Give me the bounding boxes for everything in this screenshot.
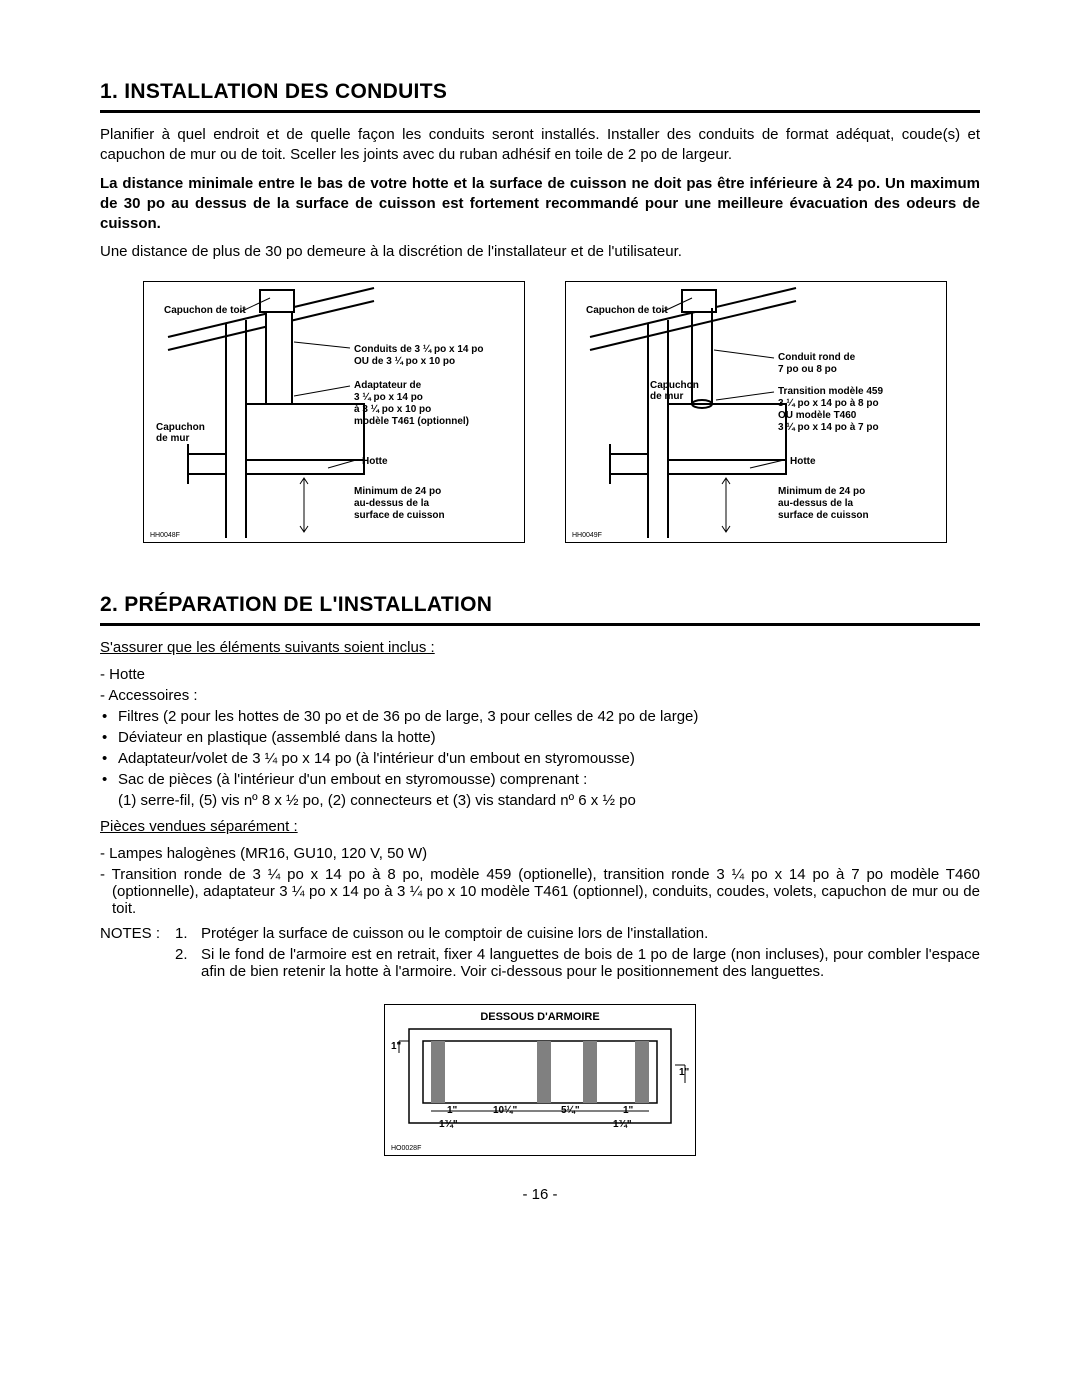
label-wallcap2: de mur — [156, 433, 189, 445]
label-wallcap2-r: de mur — [650, 391, 683, 403]
dim-10: 10¼" — [493, 1105, 517, 1117]
label-trans2: 3 ¼ po x 14 po à 8 po — [778, 398, 879, 410]
label-duct1-r: Conduit rond de — [778, 352, 855, 364]
label-hood-r: Hotte — [790, 456, 816, 468]
note2-num: 2. — [175, 946, 201, 980]
label-trans4: 3 ¼ po x 14 po à 7 po — [778, 422, 879, 434]
diagram-left-svg — [144, 282, 524, 542]
label-min2: au-dessus de la — [354, 498, 429, 510]
code-left: HH0048F — [150, 532, 180, 539]
label-duct2-r: 7 po ou 8 po — [778, 364, 837, 376]
label-wallcap1: Capuchon — [156, 422, 205, 434]
label-min2-r: au-dessus de la — [778, 498, 853, 510]
dim-1c: 1" — [447, 1105, 457, 1117]
label-adapt2: 3 ¼ po x 14 po — [354, 392, 423, 404]
label-adapt3: à 3 ¼ po x 10 po — [354, 404, 431, 416]
section-2-heading: 2. PRÉPARATION DE L'INSTALLATION — [100, 593, 980, 617]
section1-p3: Une distance de plus de 30 po demeure à … — [100, 242, 980, 262]
section1-p2: La distance minimale entre le bas de vot… — [100, 174, 980, 235]
label-roofcap-r: Capuchon de toit — [586, 305, 668, 317]
dim-5: 5¼" — [561, 1105, 580, 1117]
dim-1a: 1" — [391, 1041, 401, 1053]
label-hood: Hotte — [362, 456, 388, 468]
section-1-heading: 1. INSTALLATION DES CONDUITS — [100, 80, 980, 104]
page-number: - 16 - — [100, 1186, 980, 1203]
bullet-3: Adaptateur/volet de 3 ¼ po x 14 po (à l'… — [100, 750, 980, 767]
sep-2: Transition ronde de 3 ¼ po x 14 po à 8 p… — [100, 866, 980, 917]
diagram-right-svg — [566, 282, 946, 542]
label-trans3: OU modèle T460 — [778, 410, 856, 422]
note2-text: Si le fond de l'armoire est en retrait, … — [201, 946, 980, 980]
label-min1: Minimum de 24 po — [354, 486, 441, 498]
label-min3: surface de cuisson — [354, 510, 445, 522]
dim-134b: 1¾" — [613, 1119, 632, 1131]
item-acc: Accessoires : — [100, 687, 980, 704]
label-adapt1: Adaptateur de — [354, 380, 421, 392]
notes-label: NOTES : — [100, 925, 175, 942]
label-adapt4: modèle T461 (optionnel) — [354, 416, 469, 428]
cabinet-code: HO0028F — [391, 1145, 421, 1152]
diagram-right: Capuchon de toit Capuchon de mur Conduit… — [565, 281, 947, 543]
intro-line: S'assurer que les éléments suivants soie… — [100, 638, 980, 658]
dim-1b: 1" — [679, 1067, 689, 1079]
note1-num: 1. — [175, 925, 201, 942]
code-right: HH0049F — [572, 532, 602, 539]
dim-134a: 1¾" — [439, 1119, 458, 1131]
sep-1: Lampes halogènes (MR16, GU10, 120 V, 50 … — [100, 845, 980, 862]
divider-2 — [100, 623, 980, 626]
label-min3-r: surface de cuisson — [778, 510, 869, 522]
bullet-4b: (1) serre-fil, (5) vis nº 8 x ½ po, (2) … — [100, 792, 980, 809]
label-duct1: Conduits de 3 ¼ po x 14 po — [354, 344, 483, 356]
note1-text: Protéger la surface de cuisson ou le com… — [201, 925, 980, 942]
bullet-4: Sac de pièces (à l'intérieur d'un embout… — [100, 771, 980, 788]
cabinet-diagram: DESSOUS D'ARMOIRE — [384, 1004, 696, 1156]
label-duct2: OU de 3 ¼ po x 10 po — [354, 356, 455, 368]
item-hotte: Hotte — [100, 666, 980, 683]
section1-p1: Planifier à quel endroit et de quelle fa… — [100, 125, 980, 166]
label-trans1: Transition modèle 459 — [778, 386, 883, 398]
divider — [100, 110, 980, 113]
label-roofcap: Capuchon de toit — [164, 305, 246, 317]
label-wallcap1-r: Capuchon — [650, 380, 699, 392]
bullet-2: Déviateur en plastique (assemblé dans la… — [100, 729, 980, 746]
bullet-1: Filtres (2 pour les hottes de 30 po et d… — [100, 708, 980, 725]
diagram-left: Capuchon de toit Capuchon de mur Conduit… — [143, 281, 525, 543]
dim-1d: 1" — [623, 1105, 633, 1117]
sep-line: Pièces vendues séparément : — [100, 817, 980, 837]
label-min1-r: Minimum de 24 po — [778, 486, 865, 498]
cabinet-svg — [385, 1005, 695, 1155]
